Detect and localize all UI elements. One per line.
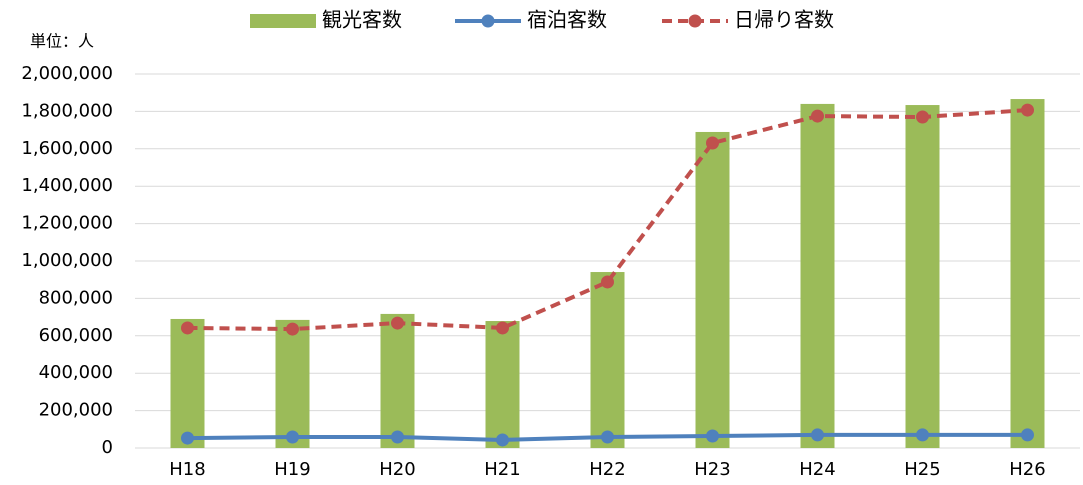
x-tick-label: H26: [1009, 459, 1045, 480]
y-tick-label: 1,600,000: [21, 138, 113, 159]
bar: [800, 103, 835, 449]
x-tick-label: H21: [484, 459, 520, 480]
legend-marker: [481, 14, 495, 28]
line-marker: [1021, 428, 1034, 442]
line-marker: [496, 321, 509, 335]
legend-swatch: [250, 14, 316, 28]
y-tick-label: 600,000: [39, 325, 113, 346]
bar: [275, 319, 310, 448]
bar: [380, 313, 415, 448]
line-marker: [286, 322, 299, 336]
y-tick-label: 1,200,000: [21, 213, 113, 234]
x-tick-label: H19: [274, 459, 310, 480]
x-tick-label: H22: [589, 459, 625, 480]
y-tick-label: 1,800,000: [21, 100, 113, 121]
y-tick-label: 2,000,000: [21, 63, 113, 84]
bar: [695, 131, 730, 448]
bar: [170, 318, 205, 448]
line-marker: [1021, 103, 1034, 117]
line-marker: [706, 136, 719, 150]
y-tick-label: 800,000: [39, 287, 113, 308]
x-tick-label: H25: [904, 459, 940, 480]
legend-marker: [688, 14, 702, 28]
line-marker: [811, 428, 824, 442]
line-marker: [391, 430, 404, 444]
line-marker: [601, 275, 614, 289]
line-marker: [706, 429, 719, 443]
line-marker: [286, 430, 299, 444]
x-tick-label: H18: [169, 459, 205, 480]
bar: [1010, 99, 1045, 449]
line-marker: [811, 109, 824, 123]
y-tick-label: 0: [102, 437, 113, 458]
legend-label: 日帰り客数: [734, 8, 834, 32]
x-tick-label: H24: [799, 459, 835, 480]
line-marker: [916, 110, 929, 124]
x-tick-label: H20: [379, 459, 415, 480]
legend-label: 観光客数: [322, 8, 402, 32]
y-tick-label: 1,000,000: [21, 250, 113, 271]
bar: [590, 272, 625, 448]
line-marker: [916, 428, 929, 442]
unit-label: 単位：人: [30, 32, 94, 51]
y-tick-label: 200,000: [39, 400, 113, 421]
line-marker: [181, 431, 194, 445]
line-marker: [496, 433, 509, 447]
line-marker: [601, 430, 614, 444]
bar: [485, 321, 520, 448]
y-tick-label: 400,000: [39, 362, 113, 383]
bar: [905, 105, 940, 449]
line-marker: [391, 316, 404, 330]
y-tick-label: 1,400,000: [21, 175, 113, 196]
x-tick-label: H23: [694, 459, 730, 480]
legend-label: 宿泊客数: [527, 8, 607, 32]
line-marker: [181, 321, 194, 335]
